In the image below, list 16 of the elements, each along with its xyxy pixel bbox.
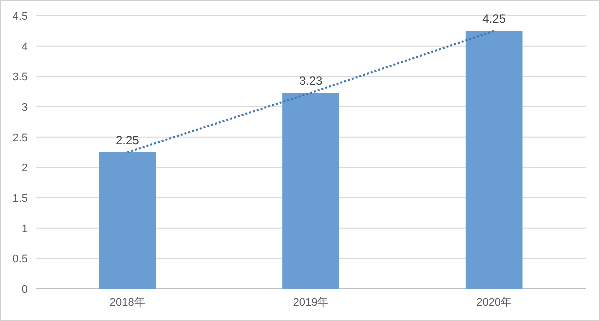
ytick: 3.5 <box>12 72 28 84</box>
ytick: 3 <box>22 102 28 114</box>
ytick: 2 <box>22 162 28 175</box>
ytick: 1.5 <box>12 193 28 205</box>
ytick: 1 <box>22 223 28 236</box>
ytick: 2.5 <box>12 132 28 144</box>
ytick: 4 <box>22 41 28 54</box>
xtick: 2019年 <box>293 297 329 309</box>
ytick: 4.5 <box>12 11 28 23</box>
xtick: 2018年 <box>110 297 146 309</box>
ytick: 0 <box>22 284 28 296</box>
xtick: 2020年 <box>476 297 512 309</box>
data-label: 2.25 <box>116 134 140 148</box>
ytick: 0.5 <box>12 254 28 266</box>
data-label: 4.25 <box>482 12 506 26</box>
data-label: 3.23 <box>299 74 323 88</box>
